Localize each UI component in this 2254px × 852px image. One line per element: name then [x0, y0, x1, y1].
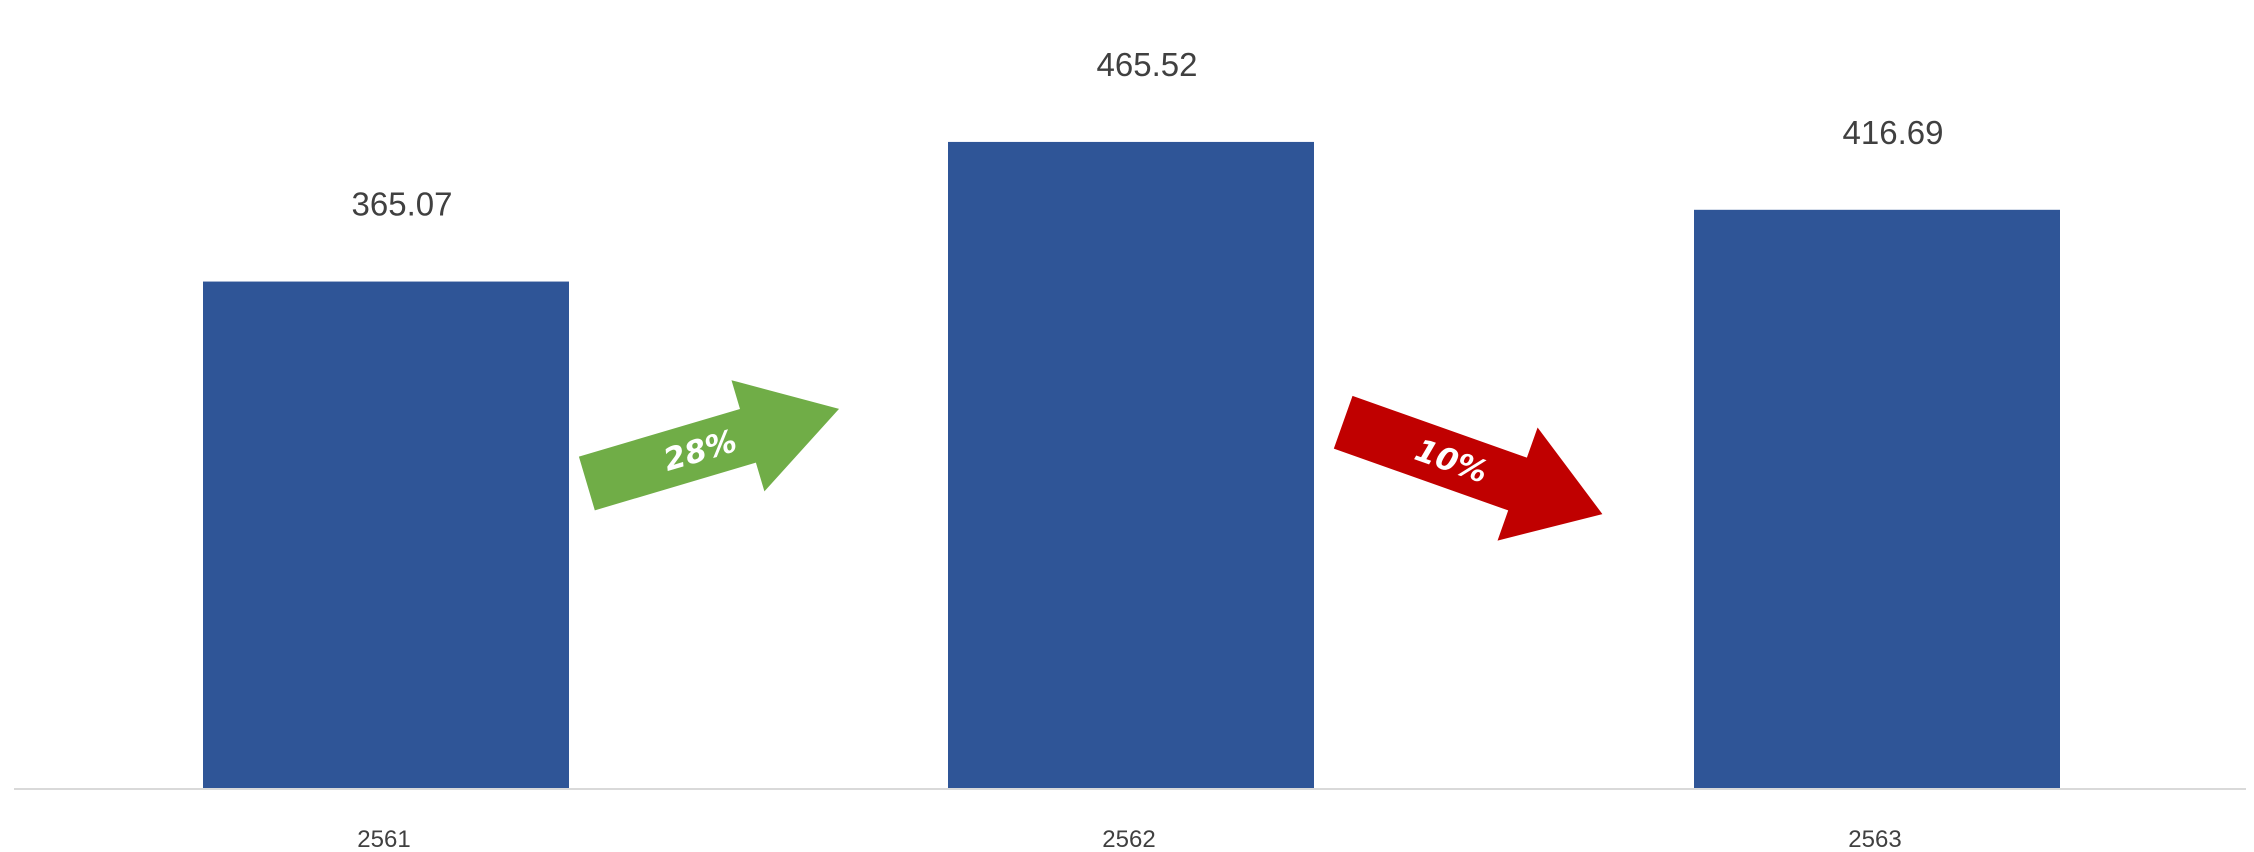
decrease-arrow-icon: 10% [1333, 395, 1603, 541]
bar-2562 [948, 141, 1314, 790]
increase-arrow-icon: 28% [578, 380, 840, 511]
value-label-2563: 416.69 [1843, 114, 1944, 151]
x-tick-label-2562: 2562 [1102, 826, 1155, 852]
decrease-arrow-shape [1333, 395, 1603, 541]
value-label-2562: 465.52 [1097, 46, 1198, 83]
bar-2563 [1694, 209, 2060, 789]
x-tick-label-2563: 2563 [1848, 826, 1901, 852]
x-tick-labels-group: 2561 2562 2563 [357, 826, 1901, 852]
x-tick-label-2561: 2561 [357, 826, 410, 852]
bar-2561 [203, 281, 569, 789]
value-label-2561: 365.07 [352, 186, 453, 223]
increase-arrow-shape [578, 380, 840, 511]
bars-group [203, 141, 2060, 790]
value-labels-group: 365.07 465.52 416.69 [352, 46, 1944, 223]
